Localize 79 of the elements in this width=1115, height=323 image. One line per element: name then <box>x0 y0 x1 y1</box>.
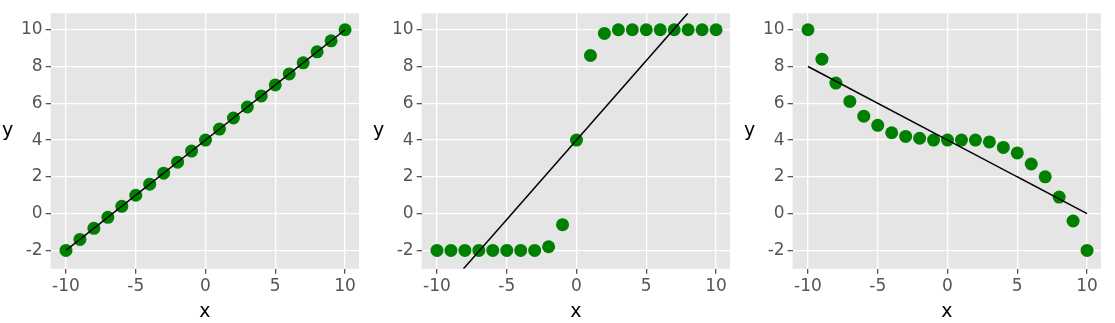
y-tick-label: 10 <box>762 18 785 39</box>
y-tick-label: 4 <box>402 128 414 149</box>
point <box>458 243 472 257</box>
point <box>611 23 625 37</box>
point <box>801 23 815 37</box>
y-tick-label: 8 <box>402 54 414 75</box>
x-axis-title: x <box>570 298 582 321</box>
x-tick-label: -5 <box>498 275 516 296</box>
point <box>59 243 73 257</box>
point <box>1010 146 1024 160</box>
y-tick-label: 2 <box>31 165 43 186</box>
point <box>899 129 913 143</box>
y-tick-label: 4 <box>31 128 43 149</box>
point <box>653 23 667 37</box>
y-axis-title: y <box>373 117 385 140</box>
point <box>913 131 927 145</box>
x-tick-label: 10 <box>334 275 356 296</box>
point <box>486 243 500 257</box>
point <box>968 133 982 147</box>
x-tick-label: -5 <box>127 275 145 296</box>
point <box>514 243 528 257</box>
x-tick-label: 0 <box>571 275 582 296</box>
y-tick-label: 0 <box>402 202 414 223</box>
point <box>982 135 996 149</box>
point <box>639 23 653 37</box>
point <box>871 118 885 132</box>
y-axis-title: y <box>744 117 756 140</box>
point <box>927 133 941 147</box>
x-tick-label: 10 <box>705 275 727 296</box>
point <box>681 23 695 37</box>
x-tick-label: 0 <box>200 275 211 296</box>
x-tick-label: -10 <box>52 275 80 296</box>
point <box>954 133 968 147</box>
x-tick-label: -5 <box>869 275 887 296</box>
point <box>542 240 556 254</box>
point <box>857 109 871 123</box>
point <box>528 243 542 257</box>
x-tick-label: 5 <box>269 275 281 296</box>
point <box>815 52 829 66</box>
y-tick-label: 6 <box>773 91 785 112</box>
y-tick-label: 8 <box>773 54 785 75</box>
point <box>625 23 639 37</box>
x-axis-title: x <box>941 298 953 321</box>
x-tick-label: 0 <box>942 275 953 296</box>
point <box>500 243 514 257</box>
y-tick-label: 10 <box>20 18 43 39</box>
y-tick-label: 2 <box>402 165 414 186</box>
y-axis-title: y <box>2 117 14 140</box>
y-tick-label: 6 <box>402 91 414 112</box>
point <box>444 243 458 257</box>
point <box>885 126 899 140</box>
point <box>430 243 444 257</box>
x-tick-label: 5 <box>640 275 652 296</box>
y-tick-label: 10 <box>391 18 414 39</box>
x-tick-label: -10 <box>794 275 822 296</box>
point <box>843 94 857 108</box>
y-tick-label: 0 <box>773 202 785 223</box>
point <box>1038 170 1052 184</box>
point <box>1080 243 1094 257</box>
point <box>695 23 709 37</box>
point <box>597 26 611 40</box>
point <box>1066 214 1080 228</box>
x-tick-label: 5 <box>1011 275 1023 296</box>
y-tick-label: 8 <box>31 54 43 75</box>
point <box>556 218 570 232</box>
point <box>583 48 597 62</box>
y-tick-label: -2 <box>25 238 43 259</box>
x-tick-label: -10 <box>423 275 451 296</box>
x-axis-title: x <box>199 298 211 321</box>
y-tick-label: -2 <box>396 238 414 259</box>
point <box>709 23 723 37</box>
y-tick-label: 0 <box>31 202 43 223</box>
y-tick-label: -2 <box>767 238 785 259</box>
y-tick-label: 2 <box>773 165 785 186</box>
y-tick-label: 6 <box>31 91 43 112</box>
point <box>996 140 1010 154</box>
x-tick-label: 10 <box>1076 275 1098 296</box>
y-tick-label: 4 <box>773 128 785 149</box>
point <box>1024 157 1038 171</box>
